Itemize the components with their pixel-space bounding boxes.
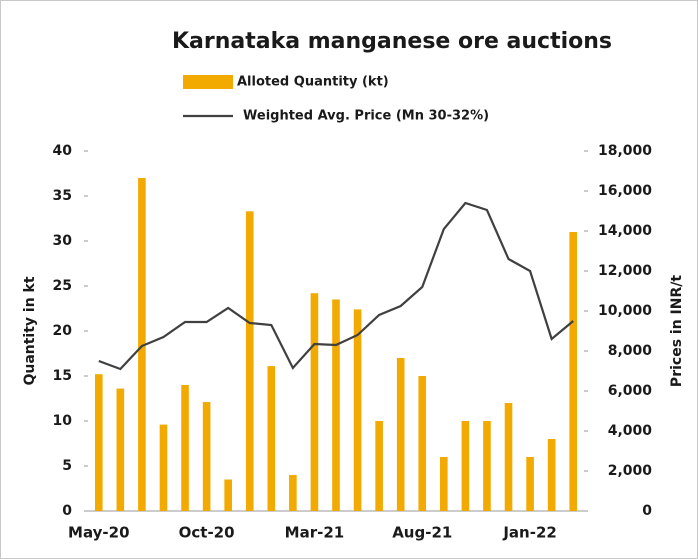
y-tick-label: 10: [53, 413, 73, 429]
y-tick-label: 40: [53, 143, 73, 159]
y2-tick-label: 14,000: [598, 223, 652, 239]
bar: [332, 299, 340, 511]
y2-tick-label: 8,000: [608, 343, 653, 359]
y2-axis-title: Prices in INR/t: [669, 275, 685, 387]
bar: [504, 403, 513, 511]
bar: [569, 232, 578, 511]
y-tick-label: 25: [53, 278, 72, 294]
x-tick-label: Mar-21: [285, 524, 345, 542]
y-tick-label: 5: [62, 458, 72, 474]
bar: [202, 402, 211, 511]
y2-tick-label: 10,000: [598, 303, 652, 319]
legend-swatch: [183, 75, 233, 89]
y2-tick-label: 6,000: [608, 383, 653, 399]
y2-tick-label: 16,000: [598, 183, 652, 199]
bar: [375, 421, 383, 511]
bar: [310, 293, 319, 511]
y-tick-label: 15: [53, 368, 72, 384]
bar: [440, 457, 448, 511]
bar: [138, 178, 146, 511]
bar: [94, 374, 103, 511]
bar: [224, 479, 232, 511]
bar: [547, 439, 556, 511]
bar: [159, 424, 168, 511]
x-tick-label: Oct-20: [179, 524, 235, 542]
bar: [267, 366, 276, 511]
price-line: [98, 201, 574, 371]
bar: [245, 211, 254, 512]
x-tick-label: Jan-22: [502, 524, 556, 542]
bar: [461, 421, 470, 511]
legend-label: Alloted Quantity (kt): [237, 75, 389, 90]
bar: [116, 388, 125, 511]
legend-label: Weighted Avg. Price (Mn 30-32%): [243, 109, 489, 124]
y-tick-label: 35: [53, 188, 72, 204]
y-tick-label: 30: [53, 233, 73, 249]
bar: [418, 376, 427, 511]
y2-tick-label: 0: [642, 503, 652, 519]
y-tick-label: 0: [62, 503, 72, 519]
x-tick-label: Aug-21: [392, 524, 452, 542]
bar: [289, 475, 297, 511]
chart-title: Karnataka manganese ore auctions: [172, 29, 612, 54]
bar: [353, 309, 362, 511]
bar: [181, 385, 189, 511]
y2-tick-label: 2,000: [608, 463, 653, 479]
x-tick-label: May-20: [68, 524, 129, 542]
y-tick-label: 20: [53, 323, 73, 339]
bar: [526, 457, 534, 511]
y2-tick-label: 4,000: [608, 423, 653, 439]
y2-tick-label: 18,000: [598, 143, 652, 159]
y-axis-title: Quantity in kt: [22, 276, 38, 385]
y2-tick-label: 12,000: [598, 263, 652, 279]
bar: [396, 358, 405, 511]
bar: [483, 421, 491, 511]
